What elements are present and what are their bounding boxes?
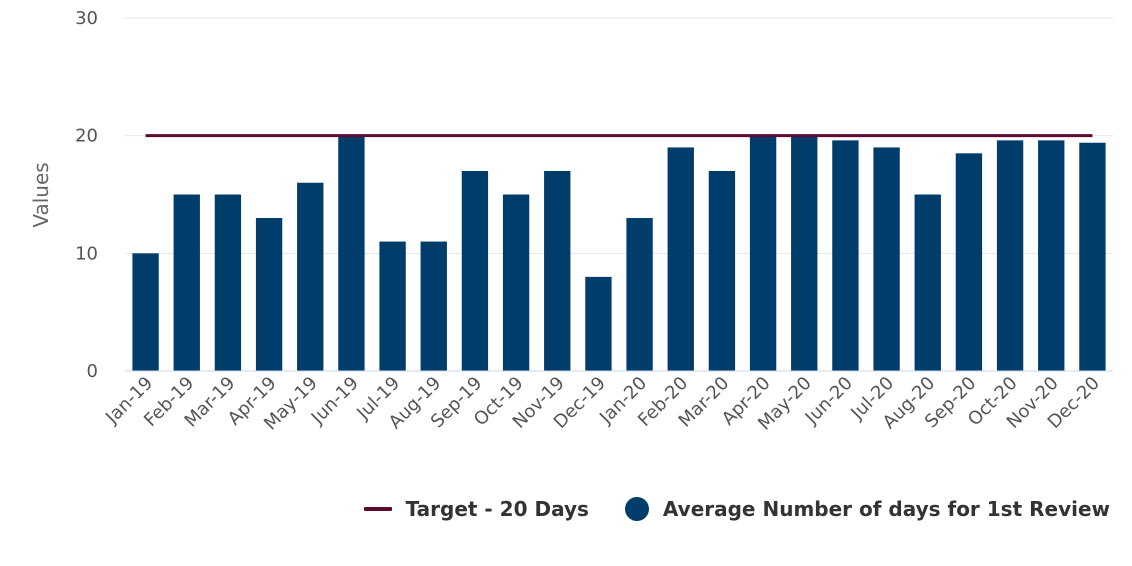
- bar[interactable]: [132, 253, 159, 371]
- bar[interactable]: [502, 194, 530, 372]
- bar[interactable]: [749, 135, 777, 371]
- legend-item-target[interactable]: Target - 20 Days: [363, 497, 589, 521]
- y-axis-ticks: 0 10 20 30: [75, 8, 98, 382]
- y-tick-label: 30: [75, 8, 98, 29]
- bar[interactable]: [832, 140, 859, 371]
- bar[interactable]: [626, 218, 653, 371]
- legend-label-target: Target - 20 Days: [405, 497, 589, 521]
- bar[interactable]: [297, 182, 324, 371]
- bar[interactable]: [873, 147, 900, 371]
- legend-label-average: Average Number of days for 1st Review: [662, 497, 1110, 521]
- bar[interactable]: [914, 194, 941, 372]
- y-tick-label: 10: [75, 243, 98, 264]
- y-tick-label: 20: [75, 126, 98, 147]
- bar[interactable]: [667, 147, 694, 371]
- bar[interactable]: [420, 241, 447, 371]
- bar[interactable]: [173, 194, 200, 372]
- bar[interactable]: [996, 140, 1024, 371]
- bars: [132, 135, 1106, 372]
- legend: Target - 20 Days Average Number of days …: [363, 494, 1110, 524]
- bar[interactable]: [214, 194, 242, 372]
- bar[interactable]: [585, 276, 612, 371]
- bar[interactable]: [544, 170, 571, 371]
- bar[interactable]: [791, 135, 818, 371]
- bar[interactable]: [379, 241, 406, 371]
- y-tick-label: 0: [87, 361, 98, 382]
- average-dot-swatch: [624, 497, 649, 521]
- bar[interactable]: [1038, 140, 1065, 371]
- bar[interactable]: [461, 170, 489, 371]
- y-axis-title: Values: [29, 162, 53, 227]
- bar[interactable]: [338, 135, 365, 371]
- bar[interactable]: [1079, 142, 1106, 371]
- target-line-swatch: [363, 507, 392, 511]
- bar[interactable]: [708, 170, 736, 371]
- bar[interactable]: [955, 153, 983, 371]
- legend-item-average[interactable]: Average Number of days for 1st Review: [624, 497, 1110, 521]
- bar[interactable]: [255, 218, 283, 371]
- x-axis-ticks: Jan-19Feb-19Mar-19Apr-19May-19Jun-19Jul-…: [101, 373, 1104, 435]
